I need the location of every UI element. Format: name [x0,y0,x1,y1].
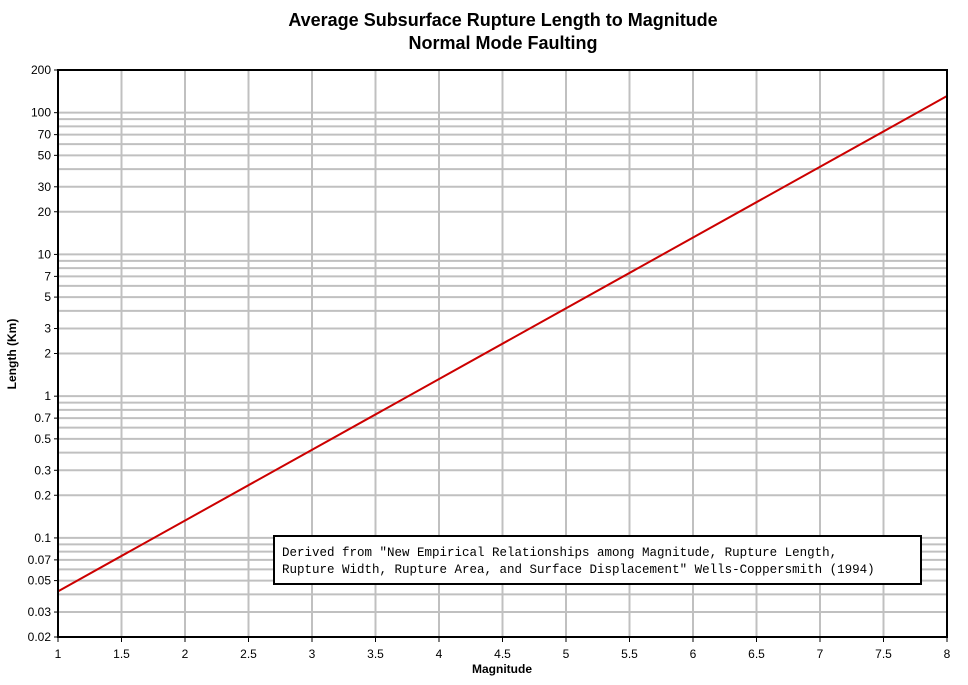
y-tick-label: 0.02 [28,630,52,644]
x-tick-label: 5 [563,647,570,661]
y-tick-label: 0.3 [34,463,51,477]
x-tick-label: 1.5 [113,647,130,661]
annotation-box: Derived from "New Empirical Relationship… [273,535,922,585]
y-tick-label: 0.07 [28,553,52,567]
x-tick-label: 2.5 [240,647,257,661]
y-axis-ticks: 0.02 0.03 0.05 0.07 0.1 0.2 0.3 0.5 0.7 1 2 3 5 7 10 20… [28,63,58,644]
y-tick-label: 1 [44,389,51,403]
chart-title-line-2: Normal Mode Faulting [409,33,598,53]
x-tick-label: 7.5 [875,647,892,661]
y-tick-label: 10 [38,247,52,261]
y-tick-label: 2 [44,347,51,361]
y-tick-label: 30 [38,180,52,194]
y-tick-label: 0.5 [34,432,51,446]
y-tick-label: 3 [44,322,51,336]
series-layer [57,95,948,593]
series-line [57,95,948,593]
y-tick-label: 50 [38,148,52,162]
x-tick-label: 8 [944,647,951,661]
y-tick-label: 0.7 [34,411,51,425]
y-tick-label: 0.2 [34,488,51,502]
y-tick-label: 70 [38,128,52,142]
y-tick-label: 20 [38,205,52,219]
x-tick-label: 4.5 [494,647,511,661]
x-tick-label: 3.5 [367,647,384,661]
x-tick-label: 2 [182,647,189,661]
annotation-line-2: Rupture Width, Rupture Area, and Surface… [282,563,875,577]
x-tick-label: 1 [55,647,62,661]
x-tick-label: 6.5 [748,647,765,661]
chart-title-line-1: Average Subsurface Rupture Length to Mag… [288,10,717,30]
x-axis-ticks: 1 1.5 2 2.5 3 3.5 4 4.5 5 5.5 6 6.5 7 7.5 8 [55,637,951,661]
x-tick-label: 3 [309,647,316,661]
y-tick-label: 100 [31,106,51,120]
y-tick-label: 0.05 [28,574,52,588]
y-axis-label: Length (Km) [5,319,19,390]
y-tick-label: 0.1 [34,531,51,545]
y-tick-label: 5 [44,290,51,304]
x-tick-label: 5.5 [621,647,638,661]
x-tick-label: 4 [436,647,443,661]
annotation-line-1: Derived from "New Empirical Relationship… [282,546,837,560]
y-tick-label: 7 [44,269,51,283]
annotation-frame [273,535,922,585]
x-tick-label: 6 [690,647,697,661]
x-axis-label: Magnitude [472,662,532,676]
y-tick-label: 200 [31,63,51,77]
y-tick-label: 0.03 [28,605,52,619]
x-tick-label: 7 [817,647,824,661]
